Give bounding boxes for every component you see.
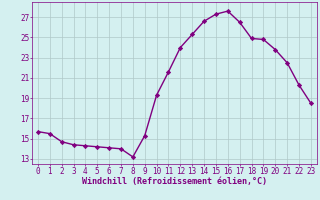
X-axis label: Windchill (Refroidissement éolien,°C): Windchill (Refroidissement éolien,°C) [82, 177, 267, 186]
